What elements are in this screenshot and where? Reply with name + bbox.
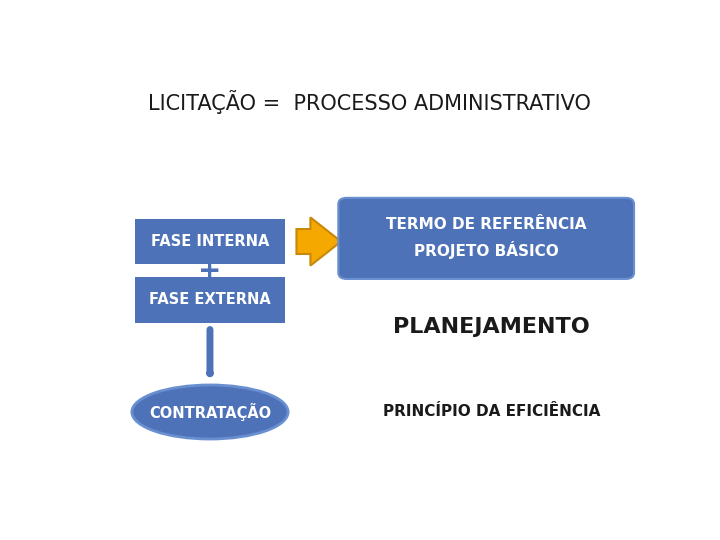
Ellipse shape: [132, 385, 288, 439]
Text: LICITAÇÃO =  PROCESSO ADMINISTRATIVO: LICITAÇÃO = PROCESSO ADMINISTRATIVO: [148, 90, 590, 114]
Text: TERMO DE REFERÊNCIA
PROJETO BÁSICO: TERMO DE REFERÊNCIA PROJETO BÁSICO: [386, 218, 586, 259]
Text: PRINCÍPIO DA EFICIÊNCIA: PRINCÍPIO DA EFICIÊNCIA: [383, 404, 600, 420]
Text: CONTRATAÇÃO: CONTRATAÇÃO: [149, 403, 271, 421]
Text: FASE EXTERNA: FASE EXTERNA: [149, 292, 271, 307]
Text: PLANEJAMENTO: PLANEJAMENTO: [393, 317, 590, 337]
FancyBboxPatch shape: [338, 198, 634, 279]
Text: +: +: [198, 256, 222, 285]
FancyBboxPatch shape: [135, 277, 285, 322]
Polygon shape: [297, 218, 341, 266]
Text: FASE INTERNA: FASE INTERNA: [150, 234, 269, 249]
FancyBboxPatch shape: [135, 219, 285, 265]
